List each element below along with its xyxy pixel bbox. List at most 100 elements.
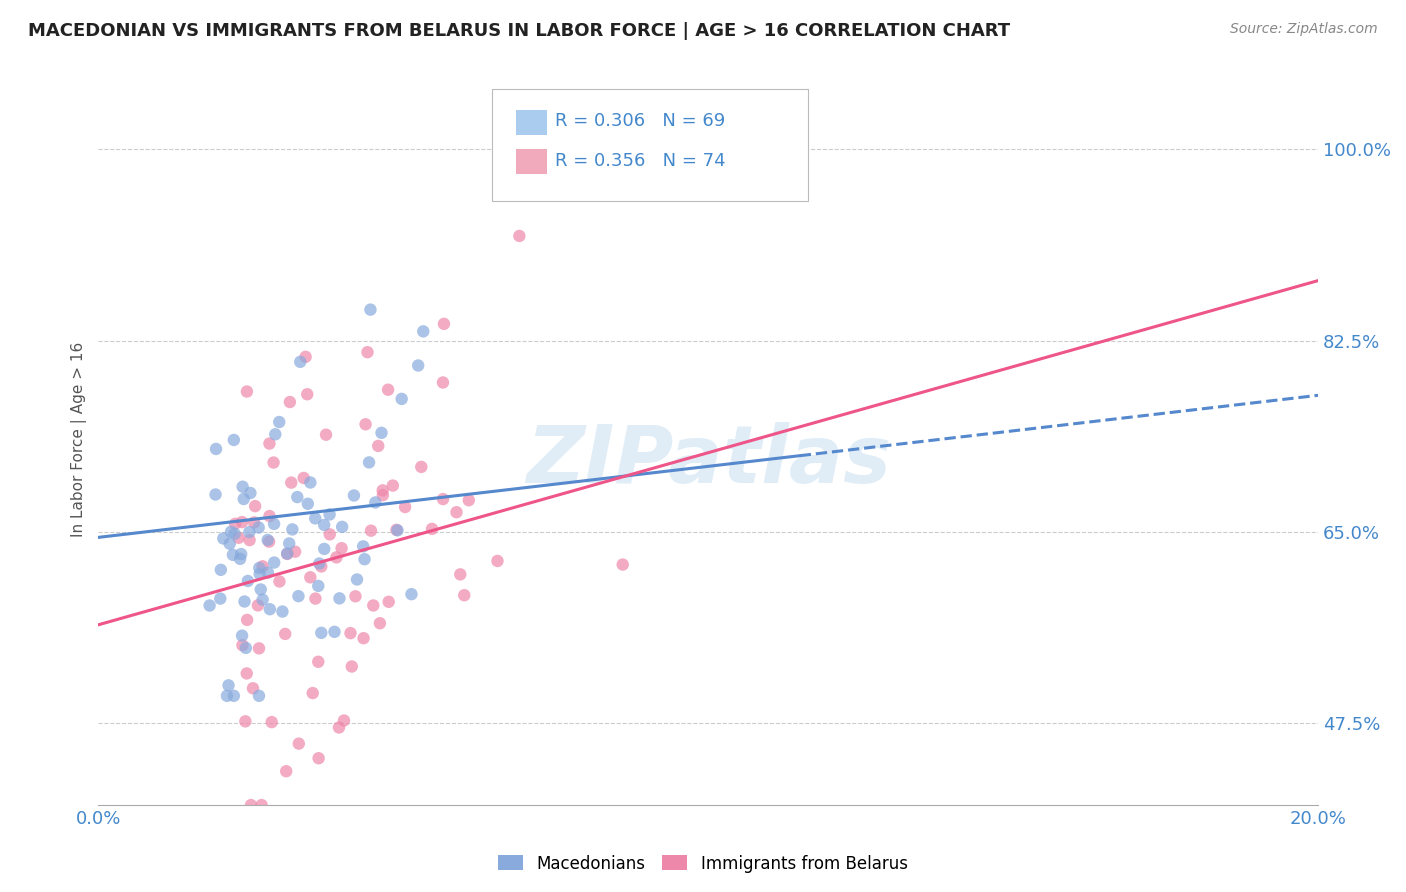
Point bbox=[486, 554, 509, 568]
Point bbox=[319, 527, 342, 541]
Point bbox=[308, 557, 330, 571]
Point bbox=[239, 533, 262, 547]
Point bbox=[292, 471, 315, 485]
Point bbox=[330, 520, 353, 534]
Point bbox=[231, 547, 253, 561]
Point bbox=[209, 563, 232, 577]
Point bbox=[297, 497, 319, 511]
Point bbox=[371, 488, 394, 502]
Point bbox=[343, 488, 366, 502]
Point bbox=[259, 509, 281, 524]
Point bbox=[280, 475, 302, 490]
Point bbox=[235, 714, 257, 729]
Point bbox=[257, 534, 280, 549]
Point bbox=[236, 613, 259, 627]
Point bbox=[222, 548, 245, 562]
Point bbox=[250, 798, 273, 813]
Point bbox=[228, 531, 250, 545]
Point bbox=[264, 427, 287, 442]
Point bbox=[307, 655, 329, 669]
Point bbox=[307, 579, 329, 593]
Point bbox=[236, 574, 259, 588]
Point bbox=[377, 595, 399, 609]
Point bbox=[612, 558, 634, 572]
Point bbox=[252, 592, 274, 607]
Point bbox=[353, 552, 375, 566]
Point bbox=[215, 689, 238, 703]
Point bbox=[218, 537, 240, 551]
Point bbox=[263, 556, 285, 570]
Point bbox=[284, 544, 307, 558]
Point bbox=[212, 532, 235, 546]
Text: MACEDONIAN VS IMMIGRANTS FROM BELARUS IN LABOR FORCE | AGE > 16 CORRELATION CHAR: MACEDONIAN VS IMMIGRANTS FROM BELARUS IN… bbox=[28, 22, 1011, 40]
Point bbox=[432, 492, 454, 507]
Point bbox=[432, 376, 454, 390]
Legend: Macedonians, Immigrants from Belarus: Macedonians, Immigrants from Belarus bbox=[492, 848, 914, 880]
Point bbox=[278, 536, 301, 550]
Text: Source: ZipAtlas.com: Source: ZipAtlas.com bbox=[1230, 22, 1378, 37]
Point bbox=[222, 689, 245, 703]
Point bbox=[246, 599, 269, 613]
Point bbox=[232, 480, 254, 494]
Point bbox=[330, 541, 353, 556]
Point bbox=[314, 517, 336, 532]
Point bbox=[263, 456, 285, 470]
Point bbox=[278, 395, 301, 409]
Point bbox=[235, 666, 257, 681]
Point bbox=[333, 714, 356, 728]
Point bbox=[371, 483, 394, 498]
Point bbox=[257, 566, 280, 580]
Point bbox=[290, 355, 312, 369]
Point bbox=[259, 436, 281, 450]
Point bbox=[288, 737, 311, 751]
Point bbox=[346, 573, 368, 587]
Point bbox=[249, 566, 271, 581]
Point bbox=[357, 455, 380, 469]
Point bbox=[249, 582, 271, 597]
Point bbox=[391, 392, 413, 406]
Point bbox=[269, 574, 291, 589]
Point bbox=[242, 681, 264, 696]
Point bbox=[263, 516, 285, 531]
Point bbox=[238, 524, 260, 539]
Text: R = 0.356   N = 74: R = 0.356 N = 74 bbox=[555, 152, 725, 169]
Point bbox=[209, 591, 232, 606]
Point bbox=[370, 425, 392, 440]
Point bbox=[260, 715, 283, 730]
Point bbox=[231, 515, 253, 529]
Point bbox=[314, 541, 336, 556]
Point bbox=[356, 345, 378, 359]
Point bbox=[361, 599, 384, 613]
Point bbox=[224, 526, 246, 541]
Text: ZIPatlas: ZIPatlas bbox=[526, 422, 891, 500]
Point bbox=[232, 491, 254, 506]
Point bbox=[285, 490, 308, 504]
Point bbox=[224, 516, 246, 531]
Point bbox=[231, 638, 253, 652]
Point bbox=[243, 516, 266, 530]
Point bbox=[315, 427, 337, 442]
Point bbox=[360, 524, 382, 538]
Point bbox=[301, 686, 323, 700]
Point bbox=[368, 616, 391, 631]
Point bbox=[340, 659, 363, 673]
Point bbox=[508, 228, 530, 243]
Y-axis label: In Labor Force | Age > 16: In Labor Force | Age > 16 bbox=[72, 342, 87, 537]
Point bbox=[377, 383, 399, 397]
Point bbox=[328, 721, 350, 735]
Point bbox=[323, 624, 346, 639]
Point bbox=[252, 559, 274, 574]
Point bbox=[364, 495, 387, 509]
Point bbox=[308, 751, 330, 765]
Point bbox=[299, 570, 322, 584]
Point bbox=[311, 625, 333, 640]
Point bbox=[352, 540, 374, 554]
Point bbox=[353, 631, 375, 645]
Point bbox=[256, 533, 278, 547]
Point bbox=[339, 626, 361, 640]
Point bbox=[276, 547, 298, 561]
Point bbox=[406, 359, 429, 373]
Point bbox=[304, 511, 326, 525]
Point bbox=[367, 439, 389, 453]
Point bbox=[240, 798, 263, 813]
